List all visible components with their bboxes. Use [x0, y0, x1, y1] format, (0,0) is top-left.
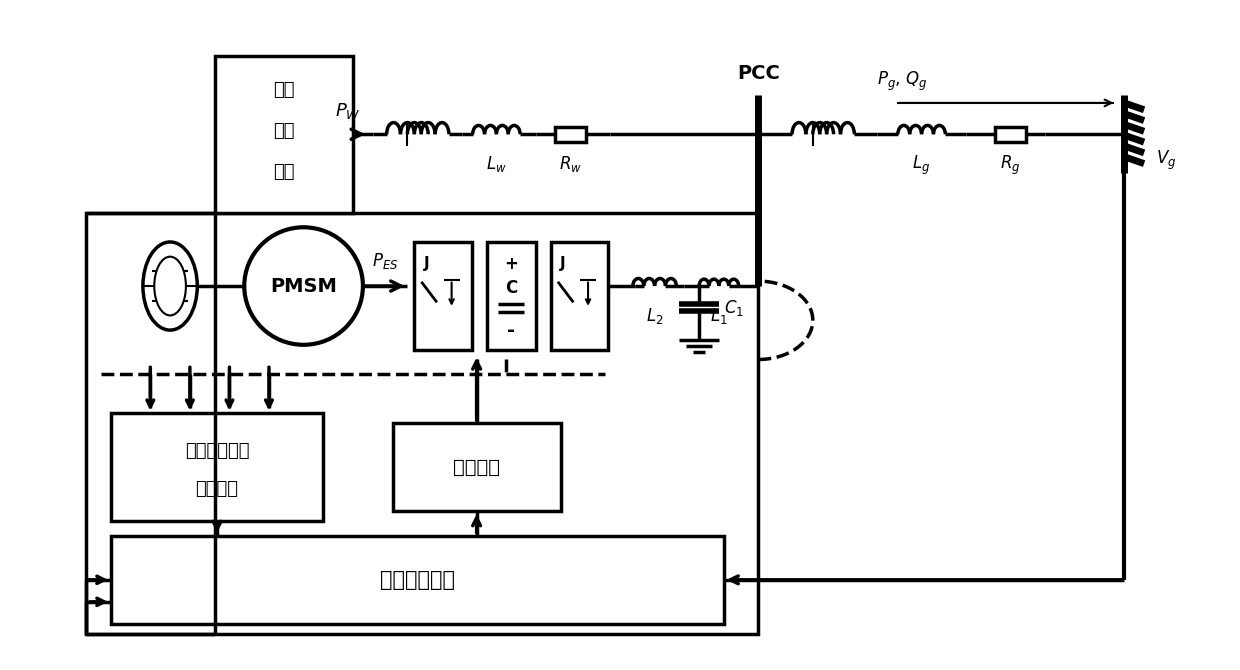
Bar — [110, 413, 324, 521]
Bar — [994, 127, 1027, 141]
Text: 储能系统状态: 储能系统状态 — [185, 442, 249, 460]
Bar — [86, 212, 759, 634]
Text: 监测模块: 监测模块 — [196, 480, 238, 498]
Text: C: C — [505, 279, 517, 297]
Bar — [408, 227, 605, 360]
Bar — [486, 242, 536, 350]
Ellipse shape — [143, 242, 197, 330]
Text: $L_w$: $L_w$ — [486, 154, 507, 174]
Text: $L_1$: $L_1$ — [711, 306, 728, 326]
Ellipse shape — [704, 281, 812, 360]
Text: -: - — [507, 321, 516, 340]
Bar — [551, 242, 608, 350]
Text: $R_g$: $R_g$ — [1001, 154, 1021, 177]
Text: $R_w$: $R_w$ — [559, 154, 582, 174]
Bar — [100, 218, 734, 374]
Text: PCC: PCC — [737, 64, 780, 83]
Text: $L_g$: $L_g$ — [913, 154, 931, 177]
Text: $P_g$, $Q_g$: $P_g$, $Q_g$ — [877, 70, 928, 93]
Text: $P_W$: $P_W$ — [335, 100, 361, 121]
Text: 能量管理系统: 能量管理系统 — [379, 570, 455, 590]
Bar — [393, 423, 560, 511]
Bar — [414, 242, 471, 350]
Text: $L_2$: $L_2$ — [646, 306, 663, 326]
Text: 控制模块: 控制模块 — [453, 458, 500, 476]
Text: PMSM: PMSM — [270, 277, 337, 295]
Text: 风力: 风力 — [273, 81, 295, 99]
Ellipse shape — [154, 257, 186, 316]
Text: 发电: 发电 — [273, 122, 295, 140]
Text: $V_g$: $V_g$ — [1156, 149, 1177, 172]
Bar — [215, 56, 353, 212]
Text: $C_1$: $C_1$ — [724, 297, 744, 318]
Text: J: J — [423, 256, 429, 271]
Bar — [110, 536, 724, 624]
Bar — [554, 127, 587, 141]
Text: +: + — [505, 255, 518, 273]
Text: 机组: 机组 — [273, 163, 295, 181]
Text: J: J — [559, 256, 565, 271]
Text: $P_{ES}$: $P_{ES}$ — [372, 251, 398, 271]
